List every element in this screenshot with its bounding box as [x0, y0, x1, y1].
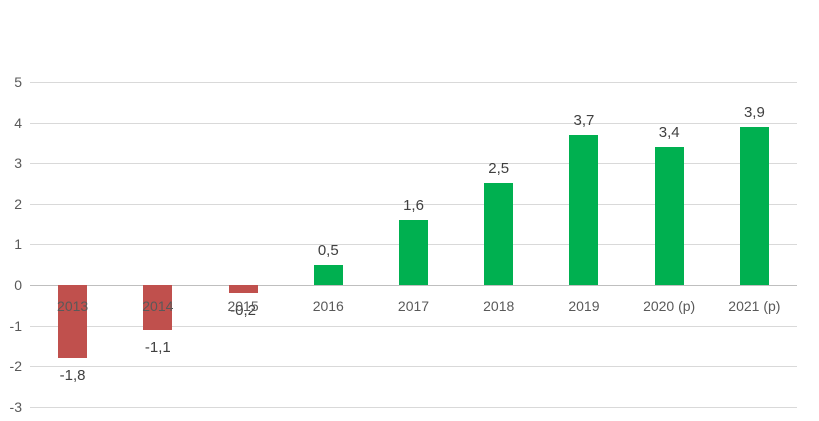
- bar: [313, 264, 343, 285]
- bar: [58, 285, 88, 359]
- x-axis-label: 2017: [397, 298, 430, 314]
- x-axis-label: 2020 (p): [643, 298, 696, 314]
- bar-value-label: 3,9: [743, 103, 765, 121]
- x-axis-label: 2016: [312, 298, 344, 314]
- bar-value-label: 2,5: [488, 160, 510, 178]
- gridline: [30, 122, 797, 124]
- gridline: [30, 406, 797, 408]
- x-axis-label: 2015: [227, 298, 259, 314]
- y-axis-label: -2: [9, 358, 22, 375]
- bar-value-label: -0,2: [230, 302, 256, 320]
- bar: [569, 134, 599, 285]
- bar-value-label: -1,1: [144, 338, 171, 356]
- y-axis-label: 0: [14, 277, 22, 293]
- gridline: [30, 81, 797, 83]
- bar-value-label: -1,8: [59, 367, 86, 385]
- bar: [228, 285, 258, 294]
- y-axis-label: 5: [14, 73, 22, 90]
- y-axis-label: 4: [14, 114, 22, 131]
- bar: [399, 220, 428, 285]
- bar-value-label: 3,4: [658, 123, 680, 141]
- bar: [143, 285, 173, 330]
- x-axis-label: 2013: [57, 298, 89, 314]
- y-axis-label: 2: [14, 195, 22, 212]
- gridline: [30, 203, 797, 205]
- x-axis-label: 2014: [142, 298, 174, 314]
- bar: [654, 146, 684, 285]
- gridline: [30, 325, 797, 327]
- x-axis-label: 2019: [568, 298, 600, 314]
- y-axis-label: 1: [14, 236, 22, 253]
- x-axis-label: 2018: [483, 298, 515, 314]
- bar-value-label: 3,7: [573, 111, 595, 129]
- bar-value-label: 0,5: [317, 241, 339, 259]
- bar-value-label: 1,6: [403, 197, 424, 214]
- y-axis-label: -1: [9, 317, 22, 334]
- y-axis-label: 3: [14, 155, 22, 172]
- y-axis-label: -3: [9, 398, 22, 415]
- bar: [484, 183, 514, 285]
- gridline: [30, 163, 797, 165]
- x-axis-zero-line: [30, 285, 797, 286]
- x-axis-label: 2021 (p): [728, 298, 781, 314]
- gridline: [30, 366, 797, 368]
- bar: [739, 126, 769, 285]
